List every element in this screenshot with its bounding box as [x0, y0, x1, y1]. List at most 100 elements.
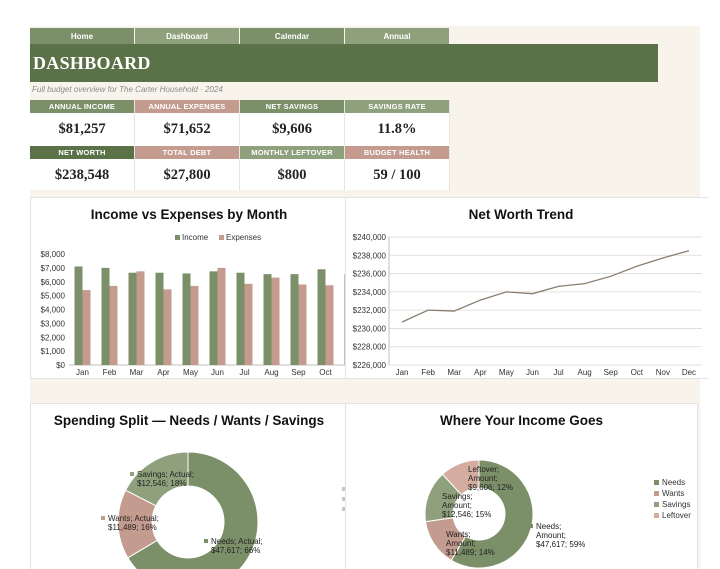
- data-label-needs: Needs; Actual;: [211, 537, 263, 546]
- net-worth-panel: Net Worth Trend $226,000 $228,000 $230,000…: [345, 197, 708, 379]
- data-label-savings: $12,546; 15%: [442, 510, 491, 519]
- kpi-label: BUDGET HEALTH: [345, 146, 449, 159]
- y-tick-label: $8,000: [41, 250, 66, 259]
- donut-slice-needs: [450, 459, 534, 569]
- data-label-marker: [435, 494, 439, 498]
- kpi-value: $9,606: [272, 120, 312, 137]
- donut-slice-savings: [124, 451, 189, 507]
- y-tick-label: $2,000: [41, 333, 66, 342]
- data-label-marker: [461, 467, 465, 471]
- y-tick-label: $6,000: [41, 278, 66, 287]
- data-label-savings: Savings;: [442, 492, 473, 501]
- y-tick-label: $240,000: [353, 233, 387, 242]
- data-label-wants: Amount;: [446, 539, 476, 548]
- data-label-marker: [101, 516, 105, 520]
- bar-expenses: [217, 267, 226, 365]
- chart-title: Net Worth Trend: [468, 207, 574, 222]
- y-tick-label: $236,000: [353, 270, 387, 279]
- y-tick-label: $7,000: [41, 264, 66, 273]
- x-tick-label: Jan: [76, 368, 89, 377]
- y-tick-label: $238,000: [353, 251, 387, 260]
- title-banner: DASHBOARD: [30, 44, 658, 82]
- donut-slice-leftover: [441, 459, 480, 496]
- bar-income: [155, 272, 164, 365]
- bar-expenses: [271, 277, 280, 365]
- kpi-budget-health: BUDGET HEALTH 59 / 100: [345, 146, 450, 191]
- legend-swatch-clipped: [342, 497, 346, 501]
- legend-swatch-clipped: [342, 487, 346, 491]
- legend-label: Savings: [662, 500, 690, 509]
- x-tick-label: Jul: [553, 368, 563, 377]
- y-tick-label: $230,000: [353, 324, 387, 333]
- legend-swatch: [654, 513, 659, 518]
- kpi-savings-rate: SAVINGS RATE 11.8%: [345, 100, 450, 145]
- x-tick-label: Dec: [682, 368, 696, 377]
- kpi-label: MONTHLY LEFTOVER: [240, 146, 344, 159]
- data-label-wants: Wants;: [446, 530, 471, 539]
- kpi-net-savings: NET SAVINGS $9,606: [240, 100, 345, 145]
- bar-expenses: [163, 289, 172, 365]
- x-tick-label: Oct: [631, 368, 644, 377]
- x-tick-label: Apr: [157, 368, 170, 377]
- kpi-annual-expenses: ANNUAL EXPENSES $71,652: [135, 100, 240, 145]
- legend-swatch: [654, 491, 659, 496]
- kpi-label: NET SAVINGS: [240, 100, 344, 113]
- y-tick-label: $3,000: [41, 319, 66, 328]
- kpi-value: 11.8%: [377, 120, 417, 137]
- kpi-value: $238,548: [54, 166, 110, 183]
- data-label-marker: [529, 524, 533, 528]
- bar-expenses: [298, 284, 307, 365]
- legend-label-income: Income: [182, 233, 209, 242]
- tab-home[interactable]: Home: [30, 28, 134, 44]
- data-label-leftover: $9,606; 12%: [468, 483, 513, 492]
- nav-bar: Home Dashboard Calendar Annual: [30, 28, 450, 44]
- legend-label: Leftover: [662, 511, 691, 520]
- x-tick-label: Jan: [396, 368, 409, 377]
- tab-annual[interactable]: Annual: [345, 28, 449, 44]
- y-tick-label: $226,000: [353, 361, 387, 370]
- data-label-marker: [439, 532, 443, 536]
- legend-label: Needs: [662, 478, 685, 487]
- data-label-needs: $47,617; 59%: [536, 540, 585, 549]
- y-tick-label: $228,000: [353, 343, 387, 352]
- y-tick-label: $5,000: [41, 292, 66, 301]
- data-label-leftover: Amount;: [468, 474, 498, 483]
- page-subtitle: Full budget overview for The Carter Hous…: [32, 85, 223, 94]
- x-tick-label: May: [183, 368, 198, 377]
- x-tick-label: Oct: [319, 368, 332, 377]
- bar-income: [74, 266, 83, 365]
- data-label-leftover: Leftover;: [468, 465, 499, 474]
- kpi-value: 59 / 100: [373, 166, 421, 183]
- legend-swatch-income: [175, 235, 180, 240]
- x-tick-label: Jul: [239, 368, 249, 377]
- bar-income: [209, 271, 218, 365]
- x-tick-label: Jun: [211, 368, 224, 377]
- data-label-marker: [204, 539, 208, 543]
- bar-expenses: [325, 285, 334, 365]
- legend-label: Wants: [662, 489, 684, 498]
- x-tick-label: Aug: [578, 368, 592, 377]
- data-label-savings: Savings; Actual;: [137, 470, 194, 479]
- bar-income: [290, 274, 299, 365]
- kpi-value: $81,257: [58, 120, 106, 137]
- x-tick-label: Feb: [103, 368, 117, 377]
- data-label-marker: [130, 472, 134, 476]
- tab-calendar[interactable]: Calendar: [240, 28, 344, 44]
- income-expenses-chart: Income Expenses $0 $1,000 $2,000 $3,000 $4,000…: [41, 233, 347, 377]
- data-label-needs: Needs;: [536, 522, 561, 531]
- tab-dashboard[interactable]: Dashboard: [135, 28, 239, 44]
- chart-title: Income vs Expenses by Month: [90, 207, 288, 222]
- bar-income: [263, 274, 272, 365]
- bar-expenses: [109, 285, 118, 365]
- data-label-needs: Amount;: [536, 531, 566, 540]
- legend-label-expenses: Expenses: [226, 233, 261, 242]
- legend-swatch: [654, 502, 659, 507]
- y-tick-label: $0: [56, 361, 65, 370]
- income-goes-panel: Where Your Income Goes Needs; Amount; $47,…: [345, 403, 698, 569]
- data-label-wants: Wants; Actual;: [108, 514, 159, 523]
- bar-income: [101, 267, 110, 365]
- spending-split-panel: Spending Split — Needs / Wants / Savings…: [30, 403, 348, 569]
- y-tick-label: $234,000: [353, 288, 387, 297]
- kpi-value: $27,800: [163, 166, 211, 183]
- income-expenses-panel: Income vs Expenses by Month Income Expens…: [30, 197, 348, 379]
